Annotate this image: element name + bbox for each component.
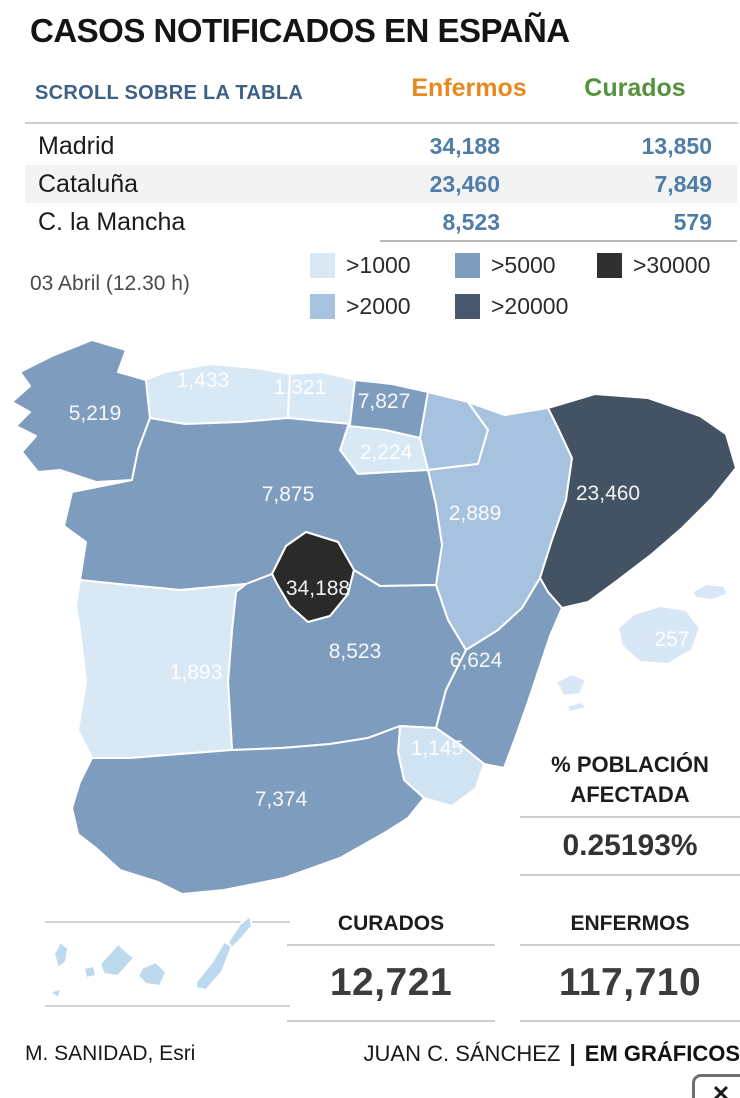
map-label-madrid: 34,188 xyxy=(286,577,350,600)
legend-item-1000: >1000 xyxy=(310,252,411,278)
table-cell-enfermos: 8,523 xyxy=(442,209,500,235)
map-label-murcia: 1,145 xyxy=(411,737,464,760)
credit-separator: | xyxy=(569,1040,576,1066)
region-canarias-tenerife[interactable] xyxy=(99,943,135,977)
curados-total-stat: CURADOS 12,721 xyxy=(287,910,495,1028)
page-title: CASOS NOTIFICADOS EN ESPAÑA xyxy=(30,12,570,49)
region-galicia[interactable] xyxy=(11,339,151,483)
region-baleares-mallorca[interactable] xyxy=(617,605,701,665)
region-andalucia[interactable] xyxy=(71,725,425,895)
curados-total-value: 12,721 xyxy=(329,961,453,1004)
map-label-extremadura: 1,893 xyxy=(170,661,223,684)
poblacion-afectada-stat: % POBLACIÓN AFECTADA 0.25193% xyxy=(520,750,740,882)
table-cell-curados: 13,850 xyxy=(641,133,712,159)
region-canarias-gran-canaria[interactable] xyxy=(137,961,167,987)
stat-divider xyxy=(287,944,495,946)
legend-swatch xyxy=(597,252,622,278)
table-cell-curados: 579 xyxy=(673,209,712,235)
table-bottom-divider xyxy=(380,240,737,242)
stat-divider xyxy=(520,874,740,876)
map-label-asturias: 1,433 xyxy=(177,369,230,392)
close-icon: ✕ xyxy=(711,1081,731,1098)
column-header-curados: Curados xyxy=(584,74,686,102)
source-credit: M. SANIDAD, Esri xyxy=(25,1042,196,1065)
legend-item-30000: >30000 xyxy=(597,252,710,278)
legend-item-2000: >2000 xyxy=(310,293,411,319)
stat-divider xyxy=(287,1020,495,1022)
region-canarias-fuerteventura[interactable] xyxy=(195,941,233,991)
enfermos-total-value: 117,710 xyxy=(558,961,702,1004)
map-label-galicia: 5,219 xyxy=(69,402,122,425)
spain-choropleth-map: 5,219 1,433 1,321 7,827 2,224 2,889 23,4… xyxy=(11,339,737,1007)
region-canarias-lanzarote[interactable] xyxy=(227,915,253,949)
legend-item-5000: >5000 xyxy=(455,252,556,278)
map-label-castilla-la-mancha: 8,523 xyxy=(329,640,382,663)
region-navarra[interactable] xyxy=(419,391,489,471)
legend-swatch xyxy=(455,252,480,278)
map-label-cantabria: 1,321 xyxy=(274,376,327,399)
poblacion-title-line2: AFECTADA xyxy=(570,782,690,807)
legend-item-20000: >20000 xyxy=(455,293,568,319)
table-row-clamancha[interactable]: C. la Mancha 8,523 579 xyxy=(0,203,740,241)
map-label-aragon: 2,889 xyxy=(449,502,502,525)
stat-divider xyxy=(520,816,740,818)
table-cell-curados: 7,849 xyxy=(654,171,712,197)
close-button[interactable]: ✕ xyxy=(692,1074,740,1098)
enfermos-total-label: ENFERMOS xyxy=(570,912,690,935)
stat-divider xyxy=(520,1020,740,1022)
legend-label: >30000 xyxy=(633,251,711,278)
legend-label: >1000 xyxy=(346,251,411,278)
legend-label: >20000 xyxy=(491,292,569,319)
legend-swatch xyxy=(455,293,480,319)
region-canarias-la-gomera[interactable] xyxy=(83,965,97,979)
map-label-andalucia: 7,374 xyxy=(255,788,308,811)
table-cell-region: Cataluña xyxy=(38,170,139,198)
table-header-divider xyxy=(25,122,738,124)
table-row-madrid[interactable]: Madrid 34,188 13,850 xyxy=(0,127,740,165)
date-label: 03 Abril (12.30 h) xyxy=(30,272,190,295)
region-c-valenciana[interactable] xyxy=(435,577,563,769)
region-baleares-formentera[interactable] xyxy=(565,701,587,713)
map-label-pais-vasco: 7,827 xyxy=(358,390,411,413)
map-label-baleares: 257 xyxy=(654,628,689,651)
table-cell-region: Madrid xyxy=(38,132,115,160)
table-cell-enfermos: 23,460 xyxy=(429,171,500,197)
table-scroll-hint: SCROLL SOBRE LA TABLA xyxy=(35,82,304,104)
poblacion-value: 0.25193% xyxy=(562,829,698,862)
table-row-cataluna[interactable]: Cataluña 23,460 7,849 xyxy=(25,165,737,203)
region-canarias-el-hierro[interactable] xyxy=(49,987,63,999)
region-baleares-ibiza[interactable] xyxy=(555,673,587,697)
table-cell-region: C. la Mancha xyxy=(38,208,186,236)
map-label-c-valenciana: 6,624 xyxy=(450,649,503,672)
legend-swatch xyxy=(310,252,335,278)
legend-label: >2000 xyxy=(346,292,411,319)
region-canarias-la-palma[interactable] xyxy=(53,941,69,969)
map-label-castilla-y-leon: 7,875 xyxy=(262,483,315,506)
author-credit: JUAN C. SÁNCHEZ | EM GRÁFICOS xyxy=(364,1040,740,1067)
table-cell-enfermos: 34,188 xyxy=(429,133,500,159)
poblacion-title-line1: % POBLACIÓN xyxy=(551,752,709,777)
legend-label: >5000 xyxy=(491,251,556,278)
stat-divider xyxy=(520,944,740,946)
column-header-enfermos: Enfermos xyxy=(411,74,527,102)
region-baleares-menorca[interactable] xyxy=(691,583,729,601)
curados-total-label: CURADOS xyxy=(337,912,445,935)
enfermos-total-stat: ENFERMOS 117,710 xyxy=(520,910,740,1028)
region-cataluna[interactable] xyxy=(539,393,737,609)
map-label-la-rioja: 2,224 xyxy=(360,441,413,464)
brand-name: EM GRÁFICOS xyxy=(584,1041,740,1066)
legend-swatch xyxy=(310,293,335,319)
author-name: JUAN C. SÁNCHEZ xyxy=(363,1041,561,1066)
map-label-cataluna: 23,460 xyxy=(576,482,640,505)
